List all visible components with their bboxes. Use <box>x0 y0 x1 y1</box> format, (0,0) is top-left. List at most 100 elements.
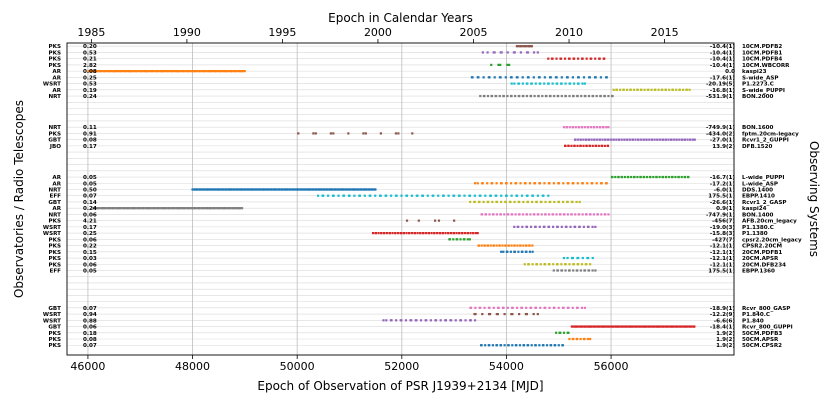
data-point <box>219 207 222 210</box>
data-point <box>667 325 670 328</box>
data-point <box>347 132 350 135</box>
data-point <box>661 138 665 141</box>
data-point <box>353 194 356 197</box>
data-point <box>199 188 202 191</box>
data-point <box>593 138 596 141</box>
row-offset-label: -747.9(1) <box>706 212 735 218</box>
data-point <box>543 263 547 266</box>
row-telescope-label: PKS <box>49 337 61 343</box>
data-point <box>492 213 495 216</box>
data-point <box>572 94 575 98</box>
row-value-label: 0.50 <box>83 187 97 193</box>
data-point <box>217 207 220 210</box>
row-telescope-label: EFF <box>50 194 62 200</box>
data-point <box>447 232 450 235</box>
data-point <box>661 88 664 91</box>
data-point <box>678 88 681 91</box>
row-value-label: 0.53 <box>83 82 97 88</box>
x-axis-label: Epoch of Observation of PSR J1939+2134 [… <box>257 379 543 393</box>
data-point <box>564 82 567 85</box>
data-point <box>587 269 591 272</box>
data-point <box>580 263 584 266</box>
data-point <box>522 94 525 98</box>
data-point <box>548 182 551 185</box>
data-point <box>92 70 95 73</box>
row-system-label: P1.840.C <box>742 312 770 318</box>
data-point <box>185 207 188 210</box>
data-point <box>549 76 552 79</box>
data-point <box>495 213 498 216</box>
row-offset-label: -20.19(5) <box>706 82 735 88</box>
data-point <box>581 213 584 216</box>
row-value-label: 0.03 <box>83 256 97 262</box>
data-point <box>480 213 484 216</box>
data-point <box>319 188 322 191</box>
data-point <box>525 306 528 309</box>
data-point <box>503 344 506 347</box>
row-offset-label: -6.0(1) <box>714 187 736 193</box>
data-point <box>236 207 239 210</box>
data-point <box>518 312 521 316</box>
data-point <box>474 306 477 309</box>
data-point <box>293 188 297 191</box>
data-point <box>489 194 492 197</box>
data-point <box>585 144 588 147</box>
data-point <box>400 319 403 322</box>
row-value-label: 0.17 <box>83 225 97 231</box>
data-point <box>564 94 567 98</box>
data-point <box>133 207 136 210</box>
data-point <box>548 263 551 266</box>
data-point <box>535 200 538 204</box>
data-point <box>605 182 608 185</box>
data-point <box>468 194 472 197</box>
data-point <box>585 325 588 328</box>
data-point <box>654 325 657 328</box>
data-point <box>583 337 586 341</box>
year-axis-ticks: 1985 1990 1995 2000 2005 2010 2015 <box>77 26 679 43</box>
data-point <box>356 188 359 191</box>
row-telescope-label: GBT <box>48 200 61 206</box>
row-value-label: 2.82 <box>83 63 97 69</box>
data-point <box>509 200 512 204</box>
data-point <box>607 94 610 98</box>
data-point <box>555 331 558 334</box>
data-point <box>521 76 524 79</box>
x-tick-label: 52000 <box>384 360 419 373</box>
data-point <box>395 319 398 322</box>
data-point <box>472 232 475 235</box>
data-point <box>402 232 406 235</box>
data-point <box>430 232 433 235</box>
data-point <box>656 325 659 328</box>
data-point <box>631 138 635 141</box>
row-telescope-label: NRT <box>48 94 61 100</box>
data-point <box>562 126 566 129</box>
data-point <box>599 94 602 98</box>
data-point <box>492 306 495 309</box>
data-point <box>224 188 228 191</box>
year-tick-label: 1990 <box>173 26 201 39</box>
data-point <box>330 188 334 191</box>
data-point <box>279 188 282 191</box>
data-point <box>469 319 472 322</box>
data-point <box>657 88 660 91</box>
row-telescope-label: PKS <box>49 237 61 243</box>
data-point <box>263 188 266 191</box>
data-point <box>593 126 596 129</box>
data-point <box>198 70 201 73</box>
data-point <box>461 232 464 235</box>
data-point <box>444 319 448 322</box>
data-point <box>642 138 645 141</box>
data-point <box>578 213 581 216</box>
data-point <box>416 194 419 197</box>
data-point <box>264 188 268 191</box>
data-point <box>191 70 194 73</box>
data-point <box>491 182 494 185</box>
data-point <box>148 207 151 210</box>
data-point <box>581 325 585 328</box>
data-point <box>671 325 675 328</box>
data-point <box>534 306 538 309</box>
data-point <box>683 325 686 328</box>
data-point <box>576 269 579 272</box>
data-point <box>537 94 540 98</box>
data-point <box>531 263 534 266</box>
